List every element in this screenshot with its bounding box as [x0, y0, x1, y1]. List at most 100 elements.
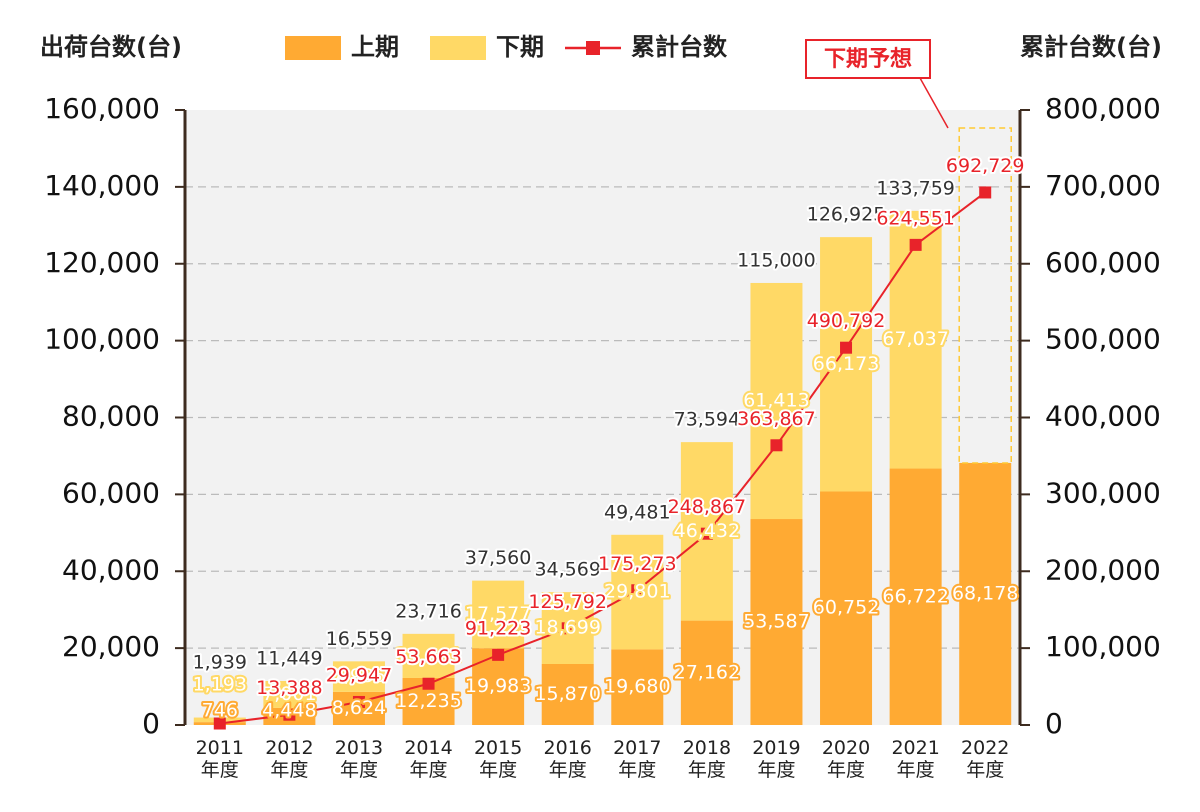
bar-segment [820, 491, 873, 725]
line-label: 624,551 [876, 207, 955, 229]
data-label: 17,577 [465, 603, 531, 625]
forecast-outline [958, 127, 1012, 464]
legend-marker [586, 41, 600, 55]
x-tick-label: 2014 年度 [404, 737, 453, 781]
data-label: 66,722 [882, 585, 948, 607]
data-label: 19,983 [465, 675, 531, 697]
line-marker [631, 584, 644, 597]
data-label: 67,037 [882, 328, 948, 350]
line-label: 29,947 [326, 664, 392, 686]
bar-segment [263, 680, 316, 708]
x-tick-label: 2012 年度 [265, 737, 314, 781]
y-tick-label: 120,000 [44, 246, 160, 279]
total-label: 73,594 [674, 409, 740, 431]
y-tick-label: 40,000 [62, 553, 160, 586]
x-tick-label: 2013 年度 [334, 737, 384, 781]
data-label: 18,699 [534, 617, 600, 639]
y2-tick-label: 300,000 [1045, 476, 1161, 509]
annotation: 下期予想 [824, 47, 912, 72]
annotation-pointer [919, 77, 949, 129]
y2-tick-label: 200,000 [1045, 553, 1161, 586]
x-tick-label: 2016 年度 [543, 737, 592, 781]
line-marker [283, 708, 296, 721]
total-label: 1,939 [193, 652, 247, 674]
data-label: 4,448 [262, 700, 316, 722]
data-label: 11,481 [395, 644, 461, 666]
y2-tick-label: 0 [1045, 707, 1063, 740]
data-label: 60,752 [813, 597, 879, 619]
y2-tick-label: 600,000 [1045, 246, 1161, 279]
line-label: 53,663 [395, 646, 461, 668]
y2-tick-label: 800,000 [1045, 92, 1161, 125]
total-label: 23,716 [395, 600, 461, 622]
total-label: 49,481 [604, 501, 670, 523]
line-label: 91,223 [465, 617, 531, 639]
data-label: 1,193 [193, 674, 247, 696]
y2-tick-label: 100,000 [1045, 630, 1161, 663]
total-label: 34,569 [534, 559, 600, 581]
bar-segment [680, 620, 733, 725]
x-tick-label: 2022 年度 [961, 737, 1010, 781]
line-marker [352, 695, 365, 708]
y2-tick-label: 400,000 [1045, 400, 1161, 433]
data-label: 7,935 [332, 665, 386, 687]
x-tick-label: 2011 年度 [195, 737, 244, 781]
data-label: 746 [202, 700, 238, 722]
total-label: 115,000 [737, 249, 816, 271]
y2-tick-label: 500,000 [1045, 323, 1161, 356]
line-marker [492, 648, 505, 661]
bar-segment [402, 633, 455, 678]
legend-swatch [285, 36, 341, 60]
legend-label: 累計台数 [631, 33, 728, 61]
line-marker [979, 186, 992, 199]
y-axis-title: 出荷台数(台) [40, 33, 182, 61]
legend-label: 下期 [496, 33, 544, 61]
y-tick-label: 140,000 [44, 169, 160, 202]
y-tick-label: 160,000 [44, 92, 160, 125]
line-marker [770, 439, 783, 452]
line-label: 363,867 [737, 408, 816, 430]
bar-segment [889, 210, 942, 469]
bar-segment [889, 468, 942, 725]
line-marker [213, 717, 226, 730]
line-marker [422, 677, 435, 690]
annotation-box [805, 39, 931, 79]
bar-segment [611, 649, 664, 725]
line-label: 490,792 [807, 310, 886, 332]
y-tick-label: 20,000 [62, 630, 160, 663]
data-label: 15,870 [534, 683, 600, 705]
line-label: 248,867 [668, 496, 747, 518]
bar-segment [820, 237, 873, 492]
legend-label: 上期 [351, 33, 399, 61]
total-label: 16,559 [326, 628, 392, 650]
legend-swatch [430, 36, 486, 60]
line-marker [561, 622, 574, 635]
total-label: 126,925 [807, 204, 886, 226]
data-label: 12,235 [395, 690, 461, 712]
line-marker [700, 527, 713, 540]
bar-segment [472, 580, 525, 649]
data-label: 66,173 [813, 353, 879, 375]
y-tick-label: 0 [142, 707, 160, 740]
data-label: 53,587 [743, 611, 809, 633]
data-label: 8,624 [332, 697, 386, 719]
x-tick-label: 2021 年度 [891, 737, 940, 781]
data-label: 27,162 [674, 661, 740, 683]
cumulative-line [219, 191, 986, 725]
x-tick-label: 2017 年度 [613, 737, 662, 781]
y-tick-label: 100,000 [44, 323, 160, 356]
line-marker [840, 341, 853, 354]
y-tick-label: 80,000 [62, 400, 160, 433]
data-label: 19,680 [604, 676, 670, 698]
data-label: 68,178 [952, 582, 1018, 604]
x-tick-label: 2019 年度 [752, 737, 801, 781]
y2-tick-label: 700,000 [1045, 169, 1161, 202]
data-label: 7,001 [262, 683, 316, 705]
line-label: 692,729 [946, 155, 1025, 177]
line-marker [909, 238, 922, 251]
total-label: 133,759 [876, 177, 955, 199]
bar-segment [750, 282, 803, 520]
total-label: 11,449 [256, 647, 322, 669]
